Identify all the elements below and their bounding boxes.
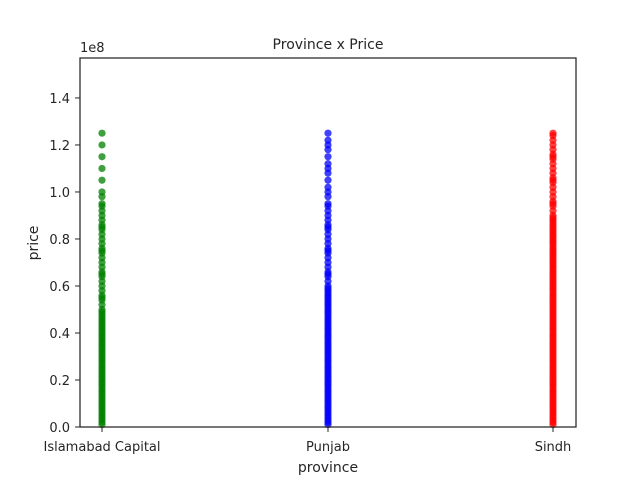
data-point bbox=[98, 200, 106, 208]
y-tick-label: 0.4 bbox=[49, 327, 70, 342]
data-point bbox=[324, 136, 332, 144]
y-tick-label: 0.0 bbox=[49, 421, 70, 436]
y-tick-label: 0.6 bbox=[49, 280, 70, 295]
data-point bbox=[549, 129, 557, 137]
data-point bbox=[98, 188, 106, 196]
x-axis-label: province bbox=[298, 460, 358, 476]
y-axis-ticks: 0.0 0.2 0.4 0.6 0.8 1.0 1.2 1.4 bbox=[49, 92, 80, 436]
y-tick-label: 1.4 bbox=[49, 92, 70, 107]
x-tick-label: Islamabad Capital bbox=[44, 440, 161, 455]
x-axis-ticks: Islamabad Capital Punjab Sindh bbox=[44, 427, 572, 455]
data-point bbox=[98, 129, 106, 137]
data-points bbox=[98, 129, 557, 429]
data-point bbox=[324, 200, 332, 208]
x-tick-label: Sindh bbox=[535, 440, 572, 455]
data-point bbox=[98, 141, 106, 149]
data-point bbox=[324, 129, 332, 137]
x-tick-label: Punjab bbox=[306, 440, 350, 455]
data-point bbox=[98, 164, 106, 173]
data-point bbox=[98, 153, 106, 161]
data-point bbox=[324, 160, 332, 168]
y-tick-label: 1.0 bbox=[49, 186, 70, 201]
y-tick-label: 1.2 bbox=[49, 139, 70, 154]
chart-title: Province x Price bbox=[273, 37, 384, 53]
y-axis-label: price bbox=[26, 226, 42, 261]
y-tick-label: 0.8 bbox=[49, 233, 70, 248]
y-tick-label: 0.2 bbox=[49, 374, 70, 389]
data-point bbox=[324, 153, 332, 161]
data-point bbox=[324, 176, 332, 184]
y-axis-offset-text: 1e8 bbox=[80, 41, 105, 56]
data-point bbox=[324, 183, 332, 191]
data-point bbox=[98, 176, 106, 184]
